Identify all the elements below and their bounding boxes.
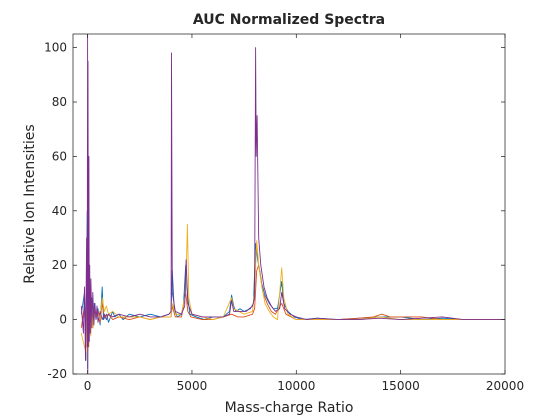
series-line-3 xyxy=(80,223,505,361)
series-line-4 xyxy=(80,34,505,374)
plot-area xyxy=(73,34,505,374)
y-tick-label: 20 xyxy=(52,258,67,272)
series-group xyxy=(80,34,505,374)
y-tick-label: 40 xyxy=(52,204,67,218)
y-tick-label: 60 xyxy=(52,149,67,163)
x-axis-ticks: 0 5000 10000 15000 20000 xyxy=(84,34,524,393)
chart-title: AUC Normalized Spectra xyxy=(193,12,385,28)
y-tick-label: 100 xyxy=(44,41,67,55)
x-tick-label: 10000 xyxy=(277,379,315,393)
y-tick-label: -20 xyxy=(47,367,67,381)
plot-frame xyxy=(72,33,506,375)
y-axis-label: Relative Ion Intensities xyxy=(22,124,38,283)
y-tick-label: 0 xyxy=(59,313,67,327)
y-tick-label: 80 xyxy=(52,95,67,109)
x-tick-label: 5000 xyxy=(177,379,208,393)
y-axis-ticks: -20 0 20 40 60 80 100 xyxy=(44,41,505,381)
x-tick-label: 20000 xyxy=(486,379,524,393)
x-tick-label: 15000 xyxy=(382,379,420,393)
x-axis-label: Mass-charge Ratio xyxy=(225,400,354,416)
x-tick-label: 0 xyxy=(84,379,92,393)
